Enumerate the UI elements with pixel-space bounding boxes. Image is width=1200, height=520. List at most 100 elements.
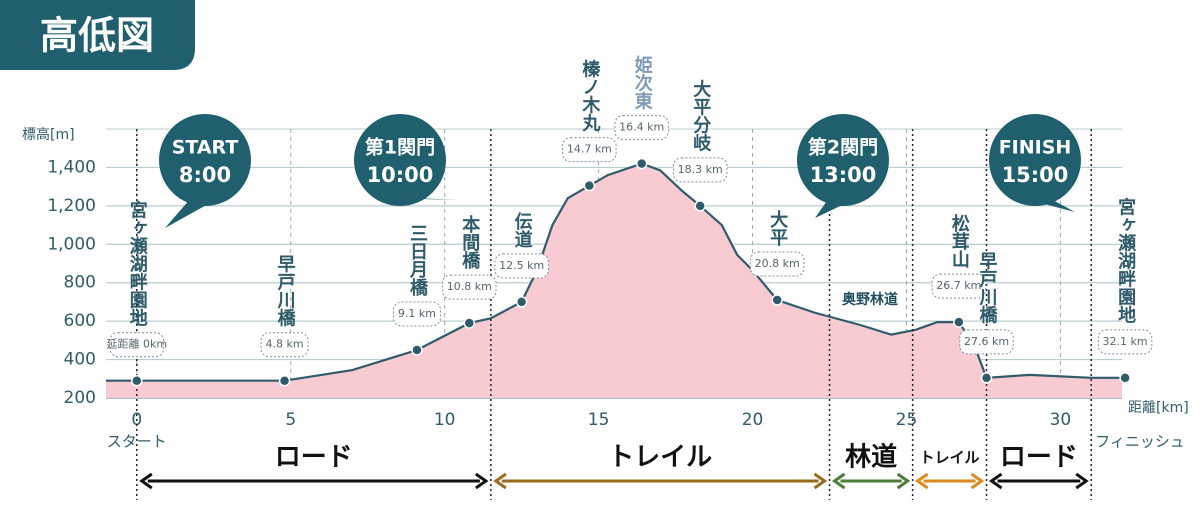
station-name: 姫次東 [632, 54, 653, 110]
y-tick-label: 800 [64, 273, 96, 293]
station-name: 伝道 [512, 211, 533, 248]
y-tick-label: 1,400 [47, 157, 96, 177]
x-tick-label: 30 [1050, 410, 1072, 430]
callout-label: FINISH [999, 137, 1072, 159]
arrow-head [915, 472, 929, 490]
arrow-head [139, 472, 153, 490]
callout: START 8:00 [159, 114, 251, 228]
callout-label: 第1関門 [365, 136, 435, 159]
station-name: 榛ノ木丸 [579, 59, 601, 133]
title: 高低図 [40, 14, 154, 58]
distance-label: 4.8 km [266, 338, 304, 351]
distance-bubble [494, 253, 549, 279]
distance-label: 18.3 km [678, 163, 723, 176]
distance-bubble [749, 251, 805, 277]
arrow-head [493, 472, 507, 490]
distance-bubble [442, 274, 497, 300]
section-label: ロード [275, 443, 353, 473]
y-tick-label: 400 [64, 350, 96, 370]
distance-label: 26.7 km [936, 279, 981, 292]
distance-bubble [109, 332, 165, 358]
station-name: 早戸川橋 [977, 252, 999, 325]
station-marker [635, 157, 648, 170]
station-name: 宮ヶ瀬湖畔園地 [127, 200, 148, 327]
distance-label: 32.1 km [1103, 335, 1148, 348]
distance-bubble [672, 157, 728, 183]
y-tick-label: 1,000 [47, 234, 96, 254]
callout-time: 15:00 [1002, 163, 1069, 187]
arrow-head [813, 472, 828, 490]
distance-label: 27.6 km [964, 335, 1009, 348]
section-label: 林道 [845, 442, 897, 473]
arrow-head [831, 472, 846, 490]
station-name: 宮ヶ瀬湖畔園地 [1115, 197, 1136, 324]
callout: 第2関門 13:00 [797, 114, 889, 218]
distance-bubble [562, 137, 617, 163]
station-name: 大平 [767, 209, 788, 247]
station-marker [771, 294, 783, 306]
station-marker [278, 374, 291, 387]
station-name: 松茸山 [949, 213, 970, 269]
station-name: 三日月橋 [407, 224, 429, 297]
arrow-head [1075, 472, 1089, 490]
station-marker [1119, 372, 1131, 384]
distance-bubble [931, 273, 987, 299]
x-tick-label: 25 [896, 410, 918, 430]
callout-circle [797, 114, 889, 206]
y-tick-label: 600 [64, 311, 96, 331]
callout-circle [354, 114, 446, 206]
distance-label: 20.8 km [755, 257, 800, 270]
x-tick-label: 20 [742, 410, 764, 430]
callout-circle [989, 114, 1081, 206]
distance-label: 16.4 km [619, 121, 664, 134]
station-marker [980, 372, 993, 384]
callout: FINISH 15:00 [989, 114, 1081, 212]
start-label: スタート [107, 433, 167, 451]
station-marker [694, 200, 706, 212]
distance-bubble [614, 115, 669, 141]
distance-label: 10.8 km [447, 280, 492, 293]
distance-bubble [959, 329, 1014, 355]
title-box [0, 0, 195, 70]
y-tick-label: 200 [64, 388, 96, 408]
station-marker [583, 179, 596, 192]
distance-label: 14.7 km [567, 143, 612, 156]
station-name: 早戸川橋 [275, 255, 297, 328]
x-axis-label: 距離[km] [1128, 399, 1189, 416]
distance-label: 9.1 km [398, 307, 436, 320]
finish-label: フィニッシュ [1095, 433, 1185, 451]
distance-label: 12.5 km [499, 259, 544, 272]
station-marker [131, 374, 143, 387]
station-name: 本間橋 [459, 214, 480, 270]
distance-bubble [1097, 329, 1153, 355]
station-marker [463, 317, 476, 329]
arrow-head [896, 472, 911, 490]
callout: 第1関門 10:00 [354, 114, 460, 206]
arrow-head [474, 472, 489, 490]
arrow-head [988, 472, 1003, 490]
x-tick-label: 15 [588, 410, 610, 430]
station-marker [953, 316, 965, 328]
callout-label: 第2関門 [808, 136, 878, 159]
elevation-area [106, 163, 1126, 398]
distance-bubble [392, 301, 441, 327]
distance-label: 延距離 0km [106, 337, 167, 351]
callout-time: 13:00 [810, 163, 877, 187]
x-tick-label: 5 [285, 410, 296, 430]
station-marker [411, 344, 423, 356]
y-axis-label: 標高[m] [22, 126, 75, 143]
section-label: トレイル [608, 443, 712, 473]
callout-time: 8:00 [179, 163, 231, 187]
x-tick-label: 10 [434, 410, 456, 430]
road-label: 奥野林道 [842, 291, 898, 308]
arrow-head [970, 472, 985, 490]
distance-bubble [260, 332, 309, 358]
section-label: トレイル [920, 449, 980, 467]
callout-time: 10:00 [367, 163, 434, 187]
y-tick-label: 1,200 [47, 196, 96, 216]
station-marker [515, 296, 528, 308]
station-name: 大平分岐 [690, 79, 711, 153]
callout-circle [159, 114, 251, 206]
callout-label: START [172, 137, 239, 159]
